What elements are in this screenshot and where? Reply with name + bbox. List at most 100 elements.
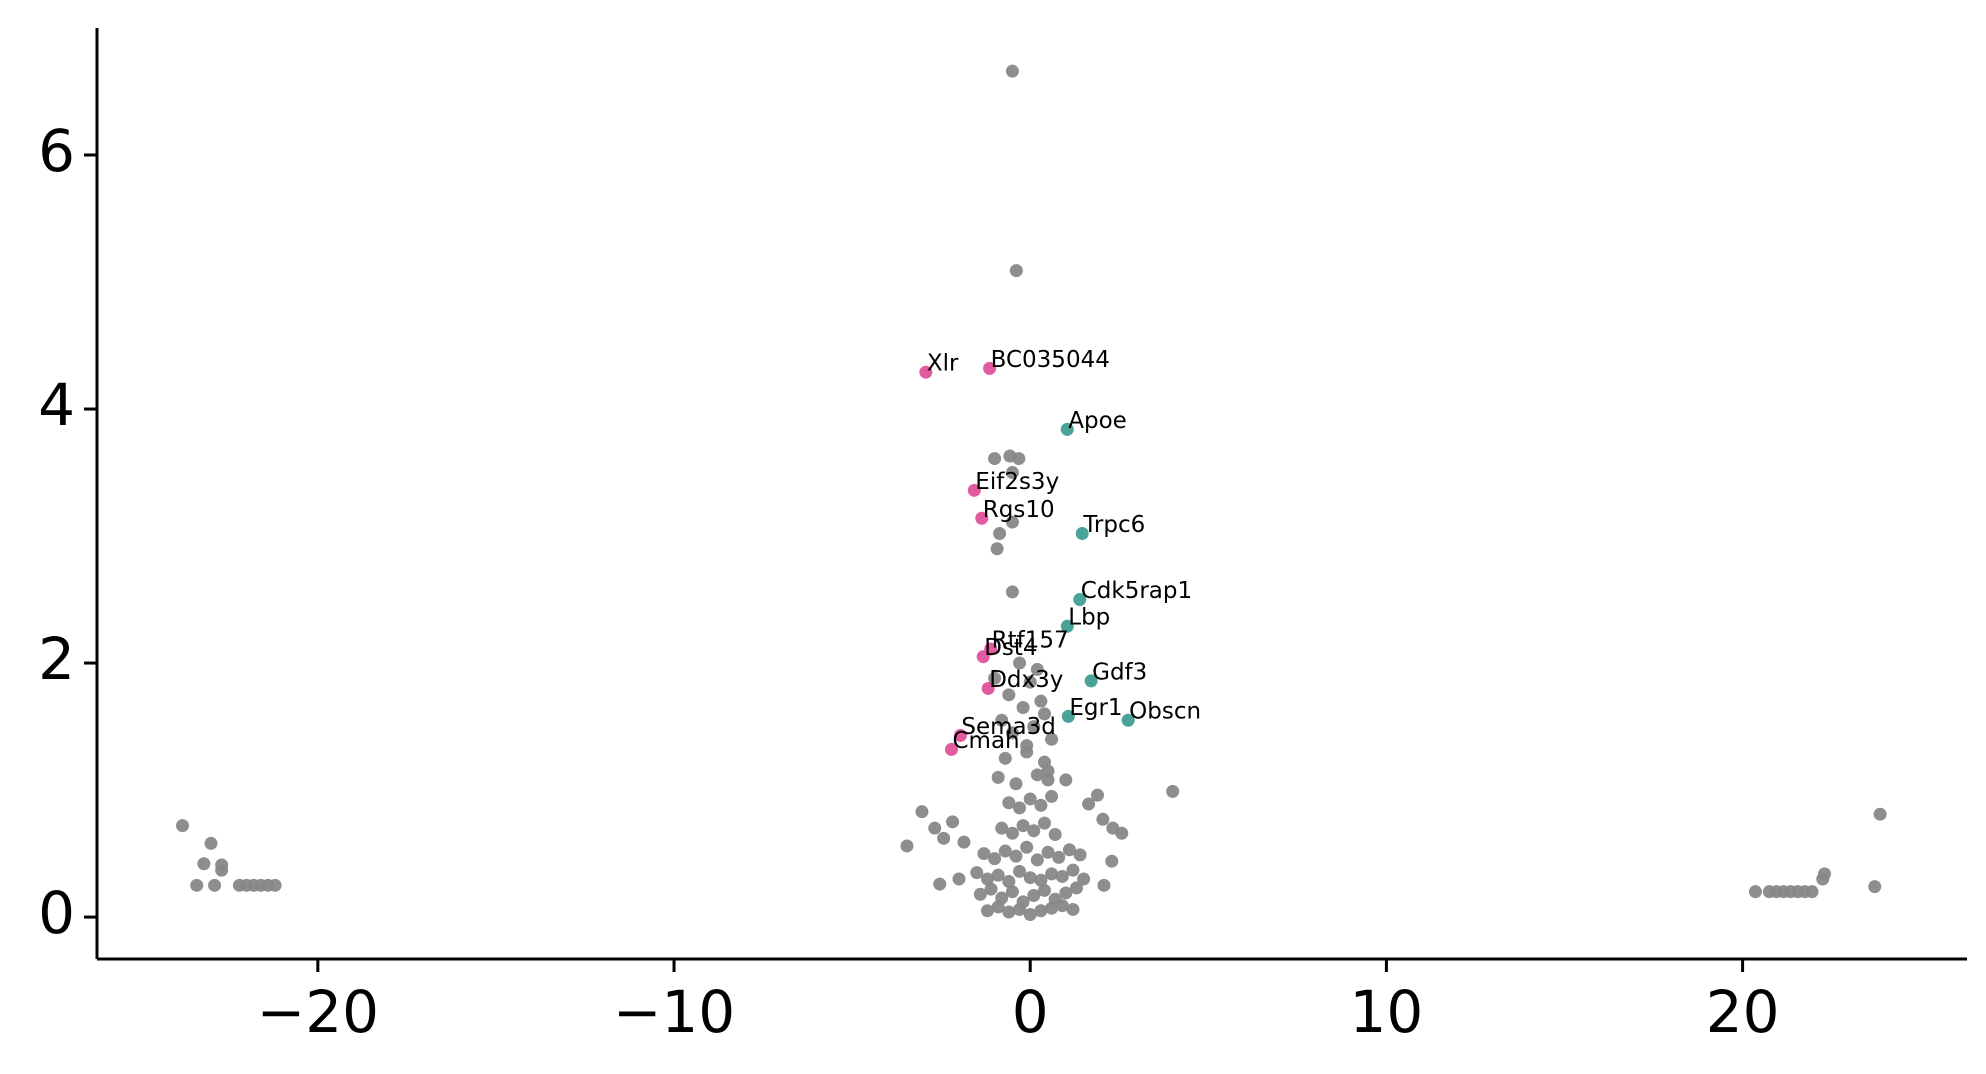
point [1009,264,1023,278]
point [1121,713,1135,727]
point-label: BC035044 [991,347,1110,373]
point [1805,885,1819,899]
point [1020,840,1034,854]
point [1096,812,1110,826]
point [1045,867,1059,881]
point [957,835,971,849]
point [984,642,998,656]
point-label: Apoe [1068,408,1127,434]
y-tick-label: 2 [38,625,75,693]
point [1016,701,1030,715]
point [1070,881,1084,895]
point [1020,739,1034,753]
point [900,839,914,853]
point [1041,845,1055,859]
point [1037,816,1051,830]
point [1027,720,1041,734]
point [1005,885,1019,899]
point [983,361,997,375]
point [970,866,984,880]
point [1166,784,1180,798]
point [998,751,1012,765]
point [919,365,933,379]
point [981,681,995,695]
point [175,819,189,833]
point [204,836,218,850]
point [197,857,211,871]
point [995,891,1009,905]
point [1073,593,1087,607]
point [1045,789,1059,803]
point [1748,885,1762,899]
point-label: Trpc6 [1082,512,1145,538]
point [1077,872,1091,886]
point-label: Cdk5rap1 [1081,578,1192,604]
point [1013,864,1027,878]
point [1073,848,1087,862]
point-label: Cmah [953,728,1020,754]
point [993,527,1007,541]
point [945,742,959,756]
point [1048,828,1062,842]
point [1005,826,1019,840]
point [977,847,991,861]
point [1075,527,1089,541]
point [1115,826,1129,840]
y-tick-label: 4 [38,371,75,439]
point [1005,726,1019,740]
point [215,863,229,877]
point [1009,849,1023,863]
point [973,887,987,901]
point [1060,422,1074,436]
point [1091,788,1105,802]
point [1059,886,1073,900]
point [995,821,1009,835]
point [933,877,947,891]
point [1002,875,1016,889]
point-label: Lbp [1068,605,1110,631]
x-tick-label: 20 [1706,978,1780,1046]
point [1097,878,1111,892]
point [1084,674,1098,688]
point [928,821,942,835]
point [980,872,994,886]
point [1105,854,1119,868]
point [1023,908,1037,922]
point [915,805,929,819]
point [1061,709,1075,723]
point [1052,850,1066,864]
point [1041,773,1055,787]
point [1041,764,1055,778]
x-tick-label: −20 [257,978,379,1046]
point [1082,797,1096,811]
point [190,878,204,892]
point [1037,707,1051,721]
point-label: Rtf157 [992,628,1069,654]
point-label: Xlr [927,351,959,377]
point [952,872,966,886]
point [1034,904,1048,918]
point [975,511,989,525]
point [990,542,1004,556]
point [1066,902,1080,916]
x-tick-label: 10 [1350,978,1424,1046]
point [1816,872,1830,886]
point [1034,694,1048,708]
point [991,868,1005,882]
point [946,815,960,829]
point [1034,873,1048,887]
y-tick-label: 6 [38,117,75,185]
point-label: Sema3d [961,714,1055,740]
point [1005,466,1019,480]
point [1048,892,1062,906]
point [1023,675,1037,689]
point-label: Ddx3y [989,667,1063,693]
point [988,452,1002,466]
point [1030,662,1044,676]
point [1030,853,1044,867]
point [1060,619,1074,633]
point [980,904,994,918]
point [1002,905,1016,919]
